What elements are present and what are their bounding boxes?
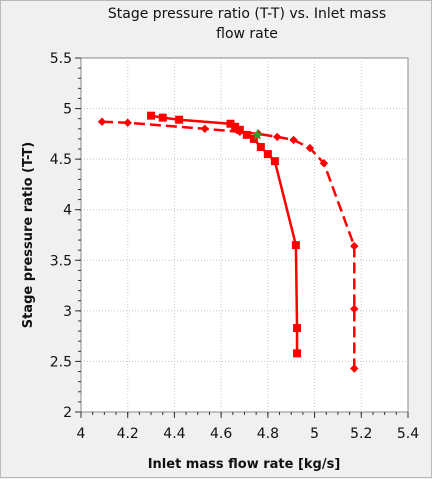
series-2-point [97, 117, 107, 126]
series-2-point [123, 118, 132, 127]
y-tick-label: 3.5 [50, 253, 72, 269]
series-1-point [158, 113, 167, 122]
series-1-point [226, 119, 235, 128]
series-2-point [350, 364, 359, 373]
series-1-point [293, 324, 302, 333]
series-1-point [256, 143, 265, 152]
y-tick-label: 4 [63, 203, 72, 219]
series-2-point [273, 132, 282, 142]
y-tick-label: 4.5 [50, 152, 72, 168]
x-tick-label: 5.4 [397, 426, 419, 442]
series-2-point [200, 124, 209, 133]
x-tick-label: 4.4 [163, 426, 185, 442]
y-axis-label: Stage pressure ratio (T-T) [21, 142, 36, 329]
x-tick-label: 4.8 [257, 426, 279, 442]
x-tick-label: 5.2 [350, 426, 372, 442]
y-tick-label: 2 [63, 405, 72, 421]
y-tick-label: 3 [63, 304, 72, 320]
series-1-point [263, 150, 272, 159]
x-tick-label: 4.2 [117, 426, 139, 442]
x-tick-label: 4.6 [210, 426, 232, 442]
y-tick-label: 5 [63, 102, 72, 118]
series-2-point [350, 241, 359, 251]
x-tick-label: 5 [310, 426, 319, 442]
grid [81, 58, 408, 412]
series-2-point [319, 158, 329, 168]
series-1-point [175, 115, 184, 124]
chart-title-line-1: Stage pressure ratio (T-T) vs. Inlet mas… [108, 6, 386, 22]
axis-ticks: 4 4.2 4.4 4.6 4.8 5 5.2 5.4 2 2.5 3 3.5 4 4.5 5 5.5 [50, 51, 419, 442]
highlight-point [251, 128, 264, 140]
plot-area [80, 57, 409, 413]
y-tick-label: 2.5 [50, 354, 72, 370]
x-tick-label: 4 [77, 426, 86, 442]
series-2-point [235, 127, 245, 137]
series-2-point [350, 304, 359, 314]
series-2-point [305, 143, 315, 153]
series-2-point [289, 135, 298, 145]
series-1-point [249, 134, 258, 143]
series-1-point [242, 130, 251, 139]
series-1-point [270, 157, 279, 166]
series-1-point [293, 349, 302, 358]
series-2-line [101, 120, 356, 369]
chart-title-line-2: flow rate [216, 26, 278, 42]
data-series [97, 111, 359, 373]
x-axis-label: Inlet mass flow rate [kg/s] [148, 457, 341, 472]
y-tick-label: 5.5 [50, 51, 72, 67]
series-1-point [147, 111, 156, 120]
series-1-point [231, 122, 240, 131]
series-1-point [291, 241, 300, 250]
